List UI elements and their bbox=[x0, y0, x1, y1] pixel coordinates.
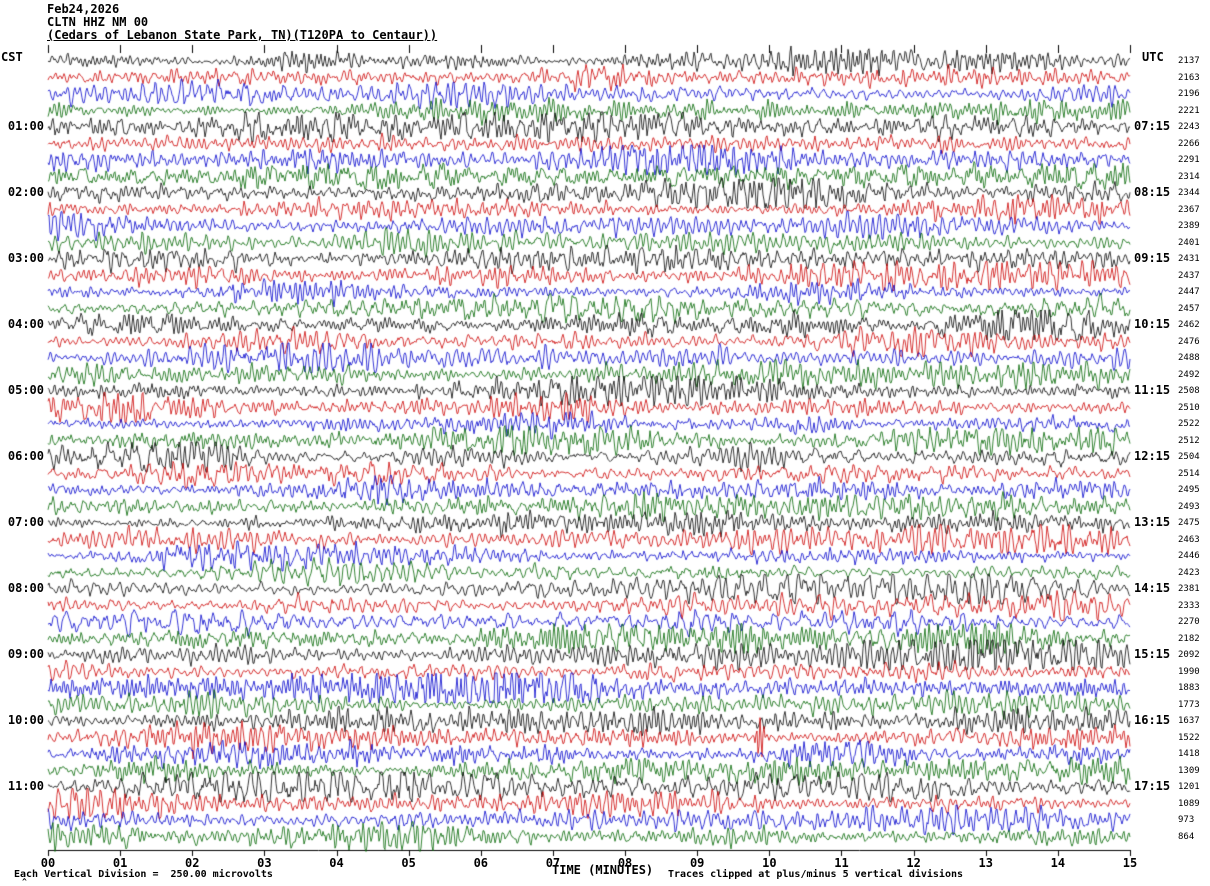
header-date: Feb24,2026 bbox=[47, 2, 120, 16]
header-station: CLTN HHZ NM 00 bbox=[47, 15, 149, 29]
header-description: (Cedars of Lebanon State Park, TN)(T120P… bbox=[47, 28, 438, 42]
left-timezone-label: CST bbox=[1, 50, 23, 64]
footer-clip-note: Traces clipped at plus/minus 5 vertical … bbox=[668, 869, 964, 880]
corner-mark: ^ bbox=[22, 877, 27, 886]
footer-scale-note: Each Vertical Division = 250.00 microvol… bbox=[14, 869, 273, 880]
x-axis-title: TIME (MINUTES) bbox=[552, 863, 654, 877]
right-timezone-label: UTC bbox=[1142, 50, 1164, 64]
